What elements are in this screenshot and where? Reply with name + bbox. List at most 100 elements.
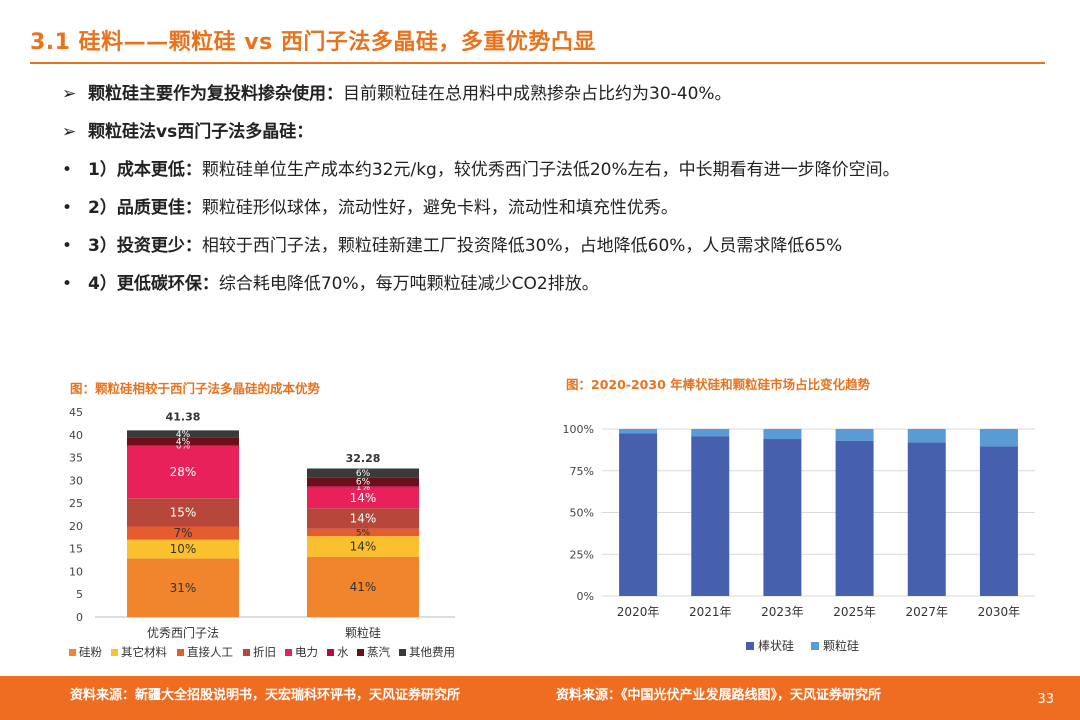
bullet-list: ➢ 颗粒硅主要作为复投料掺杂使用：目前颗粒硅在总用料中成熟掺杂占比约为30-40… xyxy=(62,80,1022,308)
x-category-label: 颗粒硅 xyxy=(345,625,381,640)
stacked-bar-segment xyxy=(907,442,946,596)
y-tick-label: 10 xyxy=(69,565,83,578)
legend-swatch xyxy=(111,649,118,656)
stacked-bar-segment xyxy=(127,558,239,617)
bullet-heading: 3）投资更少： xyxy=(88,236,202,256)
y-tick-label: 15 xyxy=(69,543,83,556)
stacked-bar-segment xyxy=(127,430,239,438)
total-data-label: 41.38 xyxy=(166,410,201,423)
bullet-item: • 4）更低碳环保：综合耗电降低70%，每万吨颗粒硅减少CO2排放。 xyxy=(62,270,1022,298)
right-chart-title: 图：2020-2030 年棒状硅和颗粒硅市场占比变化趋势 xyxy=(566,377,871,392)
stacked-bar-segment xyxy=(307,556,419,617)
stacked-bar-segment xyxy=(691,429,730,437)
dot-bullet-icon: • xyxy=(62,198,73,218)
legend-entry: 水 xyxy=(337,645,349,659)
legend-entry: 电力 xyxy=(295,645,318,659)
bullet-text: 相较于西门子法，颗粒硅新建工厂投资降低30%，占地降低60%，人员需求降低65% xyxy=(201,236,843,256)
segment-data-label: 1% xyxy=(356,483,371,493)
stacked-bar-segment xyxy=(127,498,239,527)
legend-entry: 蒸汽 xyxy=(367,645,390,659)
footer-bar xyxy=(0,676,1080,720)
stacked-bar-segment xyxy=(763,429,802,440)
stacked-bar-segment xyxy=(307,487,419,509)
bullet-heading: 2）品质更佳： xyxy=(88,198,202,218)
bullet-heading: 1）成本更低： xyxy=(88,160,202,180)
dot-bullet-icon: • xyxy=(62,160,73,180)
segment-data-label: 14% xyxy=(350,511,377,525)
right-source-note: 资料来源：《中国光伏产业发展路线图》，天风证券研究所 xyxy=(556,688,882,703)
segment-data-label: 15% xyxy=(170,505,197,519)
arrow-bullet-icon: ➢ xyxy=(62,122,77,142)
stacked-bar-segment xyxy=(835,429,874,441)
bullet-heading: 4）更低碳环保： xyxy=(88,274,219,294)
segment-data-label: 5% xyxy=(356,528,371,538)
stacked-bar-segment xyxy=(835,440,874,596)
left-source-note: 资料来源：新疆大全招股说明书，天宏瑞科环评书，天风证券研究所 xyxy=(70,688,461,703)
legend-entry: 其他费用 xyxy=(409,645,455,659)
cost-stacked-bar-chart: 0 5 10 15 20 25 30 35 40 45 31% 10% 7% 15% 28% 0%4%4% 41… xyxy=(69,406,455,659)
segment-data-label: 14% xyxy=(350,539,377,553)
bullet-text: 颗粒硅形似球体，流动性好，避免卡料，流动性和填充性优秀。 xyxy=(201,198,678,218)
bullet-text: 综合耗电降低70%，每万吨颗粒硅减少CO2排放。 xyxy=(218,274,599,294)
title-divider xyxy=(30,62,1045,64)
bullet-item: ➢ 颗粒硅主要作为复投料掺杂使用：目前颗粒硅在总用料中成熟掺杂占比约为30-40… xyxy=(62,80,1022,108)
bullet-heading: 颗粒硅法vs西门子法多晶硅： xyxy=(88,122,314,142)
stacked-bar-segment xyxy=(307,536,419,557)
stacked-bar-segment xyxy=(307,508,419,529)
legend-entry: 硅粉 xyxy=(79,645,102,659)
bullet-text: 目前颗粒硅在总用料中成熟掺杂占比约为30-40%。 xyxy=(343,84,732,104)
dot-bullet-icon: • xyxy=(62,236,73,256)
segment-data-label: 41% xyxy=(350,580,377,594)
bullet-item: • 3）投资更少：相较于西门子法，颗粒硅新建工厂投资降低30%，占地降低60%，… xyxy=(62,232,1022,260)
arrow-bullet-icon: ➢ xyxy=(62,84,77,104)
stacked-bar-segment xyxy=(307,477,419,487)
segment-data-label: 0% xyxy=(176,441,191,451)
stacked-bar-segment xyxy=(763,439,802,596)
stacked-bar-segment xyxy=(619,433,658,596)
segment-data-label: 28% xyxy=(170,465,197,479)
bullet-text: 颗粒硅单位生产成本约32元/kg，较优秀西门子法低20%左右，中长期看有进一步降… xyxy=(201,160,900,180)
legend-swatch xyxy=(399,649,406,656)
stacked-bar-segment xyxy=(127,539,239,559)
y-tick-label: 25 xyxy=(69,497,83,510)
stacked-bar-segment xyxy=(127,526,239,540)
legend-entry: 直接人工 xyxy=(187,645,233,659)
stacked-bar-segment xyxy=(307,486,419,488)
legend-entry: 棒状硅 xyxy=(758,639,794,653)
total-data-label: 32.28 xyxy=(346,452,381,465)
x-category-label: 2030年 xyxy=(978,605,1021,619)
segment-data-label: 31% xyxy=(170,581,197,595)
y-tick-label: 40 xyxy=(69,429,83,442)
legend-swatch xyxy=(327,649,334,656)
segment-data-label: 4% xyxy=(176,430,191,440)
y-tick-label: 100% xyxy=(563,423,594,436)
segment-data-label: 7% xyxy=(173,526,192,540)
slide-title: 3.1 硅料——颗粒硅 vs 西门子法多晶硅，多重优势凸显 xyxy=(30,30,596,55)
segment-data-label: 14% xyxy=(350,491,377,505)
y-tick-label: 50% xyxy=(570,507,594,520)
stacked-bar-segment xyxy=(979,429,1018,447)
y-tick-label: 0 xyxy=(76,611,83,624)
y-tick-label: 0% xyxy=(577,590,594,603)
left-chart-title: 图：颗粒硅相较于西门子法多晶硅的成本优势 xyxy=(70,381,321,396)
market-share-stacked-bar-chart: 0% 25% 50% 75% 100% 2020年 2021年 2023年 2025年 2027年… xyxy=(563,423,1035,653)
bullet-item: • 1）成本更低：颗粒硅单位生产成本约32元/kg，较优秀西门子法低20%左右，… xyxy=(62,156,1022,184)
legend-swatch xyxy=(285,649,292,656)
segment-data-label: 6% xyxy=(356,478,371,488)
y-tick-label: 20 xyxy=(69,520,83,533)
x-category-label: 2023年 xyxy=(761,605,804,619)
legend-swatch xyxy=(746,642,754,650)
bullet-item: • 2）品质更佳：颗粒硅形似球体，流动性好，避免卡料，流动性和填充性优秀。 xyxy=(62,194,1022,222)
legend-swatch xyxy=(177,649,184,656)
y-tick-label: 25% xyxy=(570,548,594,561)
bullet-heading: 颗粒硅主要作为复投料掺杂使用： xyxy=(88,84,343,104)
legend-entry: 其它材料 xyxy=(121,645,167,659)
legend-swatch xyxy=(69,649,76,656)
y-tick-label: 45 xyxy=(69,406,83,419)
legend-swatch xyxy=(243,649,250,656)
x-category-label: 优秀西门子法 xyxy=(147,625,219,640)
legend-swatch xyxy=(357,649,364,656)
legend-entry: 折旧 xyxy=(253,645,276,659)
y-tick-label: 75% xyxy=(570,465,594,478)
stacked-bar-segment xyxy=(127,437,239,446)
